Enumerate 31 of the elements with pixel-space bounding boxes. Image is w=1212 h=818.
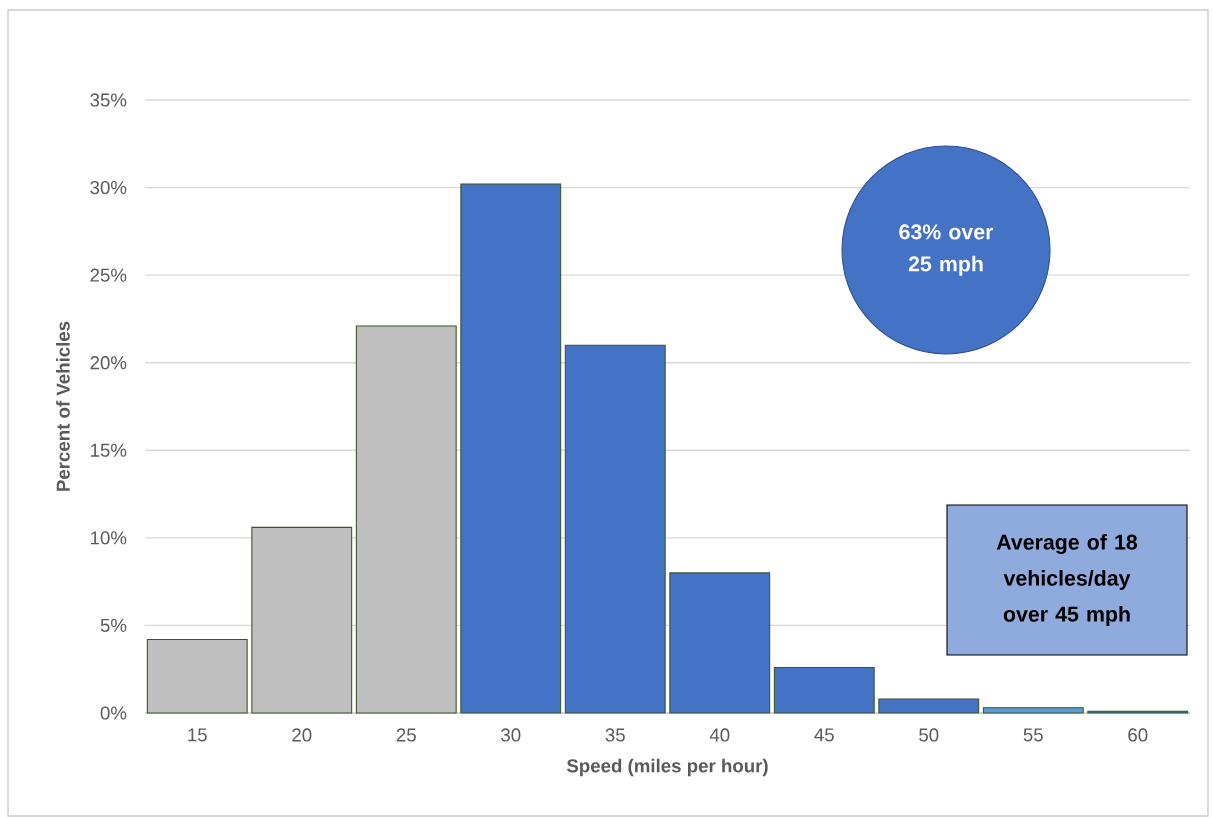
bar bbox=[251, 526, 353, 714]
y-axis-title: Percent of Vehicles bbox=[56, 321, 70, 491]
bar bbox=[669, 572, 771, 714]
bar bbox=[878, 698, 980, 714]
x-tick-label: 50 bbox=[919, 728, 939, 742]
bar bbox=[460, 183, 562, 714]
x-axis-title: Speed (miles per hour) bbox=[566, 758, 768, 777]
y-tick-label: 20% bbox=[90, 356, 127, 370]
y-tick-label: 15% bbox=[91, 443, 127, 457]
bar bbox=[982, 707, 1084, 714]
x-tick-label: 45 bbox=[814, 728, 834, 742]
bar bbox=[773, 666, 875, 714]
x-tick-label: 40 bbox=[709, 728, 730, 742]
annotation: Average of 18 vehicles/day over 45 mph bbox=[996, 534, 1138, 626]
bar bbox=[146, 638, 248, 714]
bar bbox=[564, 344, 666, 714]
bar bbox=[355, 325, 457, 714]
y-tick-label: 0% bbox=[100, 706, 127, 720]
x-tick-label: 25 bbox=[396, 728, 416, 742]
y-tick-label: 5% bbox=[100, 618, 127, 632]
x-tick-label: 30 bbox=[501, 728, 521, 742]
x-tick-label: 35 bbox=[605, 728, 625, 742]
x-tick-label: 55 bbox=[1023, 728, 1043, 742]
x-tick-label: 20 bbox=[292, 728, 312, 742]
x-tick-label: 60 bbox=[1128, 728, 1148, 742]
y-tick-label: 10% bbox=[91, 531, 127, 545]
y-tick-label: 25% bbox=[90, 268, 127, 282]
y-tick-label: 35% bbox=[90, 93, 127, 107]
x-tick-label: 15 bbox=[188, 728, 207, 742]
annotation: 63% over 25 mph bbox=[899, 224, 994, 276]
y-tick-label: 30% bbox=[90, 180, 127, 195]
